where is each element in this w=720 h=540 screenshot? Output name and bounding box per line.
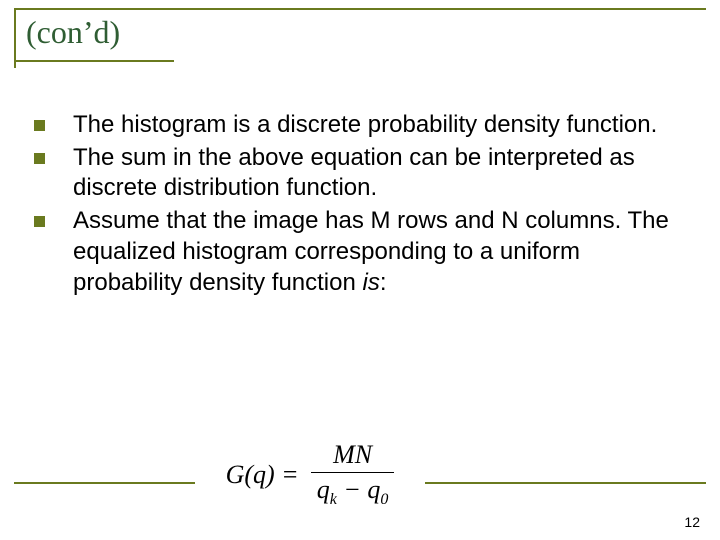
slide-title: (con’d)	[26, 14, 120, 51]
equation-denominator: qk − q0	[311, 472, 395, 509]
bullet-item: The sum in the above equation can be int…	[34, 143, 690, 204]
square-bullet-icon	[34, 120, 45, 131]
eq-den-sub2: 0	[380, 492, 388, 509]
eq-den-op: −	[337, 475, 368, 504]
eq-den-var2: q	[367, 475, 380, 504]
bullet-item: The histogram is a discrete probability …	[34, 110, 690, 141]
title-border-bottom	[14, 60, 174, 62]
slide-body: The histogram is a discrete probability …	[34, 110, 690, 300]
bullet-text: The histogram is a discrete probability …	[73, 110, 690, 141]
square-bullet-icon	[34, 153, 45, 164]
bullet-text: Assume that the image has M rows and N c…	[73, 206, 690, 298]
equation-fraction: MN qk − q0	[311, 440, 395, 509]
bullet-text: The sum in the above equation can be int…	[73, 143, 690, 204]
equation-lhs: G(q) =	[226, 460, 299, 490]
page-number: 12	[684, 514, 700, 530]
bullet-text-after: :	[380, 269, 387, 296]
equation: G(q) = MN qk − q0	[195, 440, 425, 510]
bullet-text-italic: is	[363, 269, 380, 296]
eq-den-sub1: k	[330, 492, 337, 509]
eq-den-var1: q	[317, 475, 330, 504]
equation-numerator: MN	[327, 440, 378, 472]
bullet-item: Assume that the image has M rows and N c…	[34, 206, 690, 298]
square-bullet-icon	[34, 216, 45, 227]
